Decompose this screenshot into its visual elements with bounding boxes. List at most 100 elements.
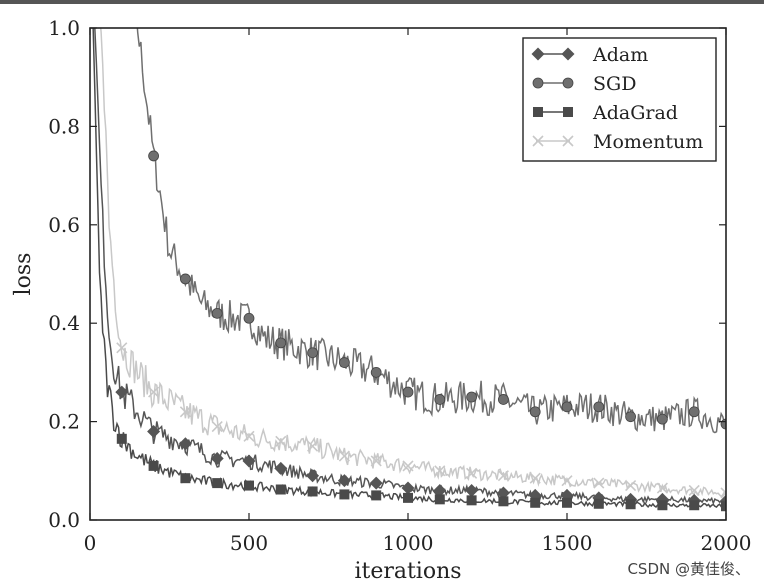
data-point-momentum bbox=[434, 465, 446, 477]
legend-marker bbox=[531, 47, 545, 61]
data-point-momentum bbox=[625, 479, 637, 492]
x-tick-label: 1000 bbox=[383, 531, 434, 555]
data-point-sgd bbox=[497, 394, 509, 405]
data-point-adagrad bbox=[498, 496, 509, 507]
data-point-adam bbox=[433, 483, 447, 497]
data-point-sgd bbox=[275, 337, 287, 349]
data-point-sgd bbox=[338, 357, 350, 368]
data-point-adagrad bbox=[625, 499, 636, 510]
data-point-momentum bbox=[370, 455, 382, 467]
y-tick-label: 0.0 bbox=[48, 508, 80, 532]
data-point-sgd bbox=[402, 386, 414, 398]
x-tick-label: 500 bbox=[230, 531, 268, 555]
data-point-adagrad bbox=[593, 498, 604, 509]
legend-entry-adagrad: AdaGrad bbox=[533, 102, 678, 124]
data-point-adam bbox=[369, 476, 383, 490]
data-point-adam bbox=[242, 454, 256, 468]
data-point-sgd bbox=[466, 391, 478, 403]
data-point-sgd bbox=[211, 307, 223, 319]
data-point-adagrad bbox=[212, 478, 223, 489]
data-point-sgd bbox=[370, 366, 382, 378]
data-point-momentum bbox=[529, 472, 541, 484]
data-point-sgd bbox=[148, 150, 160, 162]
x-tick-label: 2000 bbox=[701, 531, 752, 555]
data-point-adam bbox=[178, 437, 192, 451]
data-point-adagrad bbox=[530, 497, 541, 508]
y-tick-label: 0.8 bbox=[48, 114, 80, 138]
data-point-sgd bbox=[307, 347, 319, 359]
series-line-momentum bbox=[99, 28, 726, 498]
data-point-adagrad bbox=[180, 473, 191, 484]
data-point-sgd bbox=[593, 401, 605, 413]
x-tick-label: 1500 bbox=[542, 531, 593, 555]
data-point-sgd bbox=[434, 394, 446, 405]
data-point-adam bbox=[115, 385, 129, 399]
data-point-adagrad bbox=[307, 486, 318, 497]
top-border bbox=[0, 0, 764, 4]
data-point-sgd bbox=[529, 406, 541, 418]
legend-entry-adam: Adam bbox=[531, 44, 648, 66]
data-point-adam bbox=[401, 481, 415, 495]
data-point-momentum bbox=[402, 460, 414, 472]
data-point-adagrad bbox=[244, 480, 254, 491]
data-point-adagrad bbox=[339, 489, 350, 500]
legend-label: AdaGrad bbox=[592, 102, 678, 124]
data-point-adam bbox=[337, 474, 351, 488]
data-point-momentum bbox=[593, 477, 605, 489]
data-point-sgd bbox=[625, 411, 636, 423]
watermark-text: CSDN @黄佳俊、 bbox=[627, 560, 750, 578]
data-point-adagrad bbox=[434, 494, 445, 505]
data-point-adagrad bbox=[371, 490, 382, 501]
series-sgd bbox=[136, 28, 726, 434]
data-point-momentum bbox=[148, 386, 160, 398]
data-point-sgd bbox=[243, 312, 255, 324]
data-point-momentum bbox=[338, 450, 350, 462]
data-point-momentum bbox=[179, 406, 191, 418]
data-point-momentum bbox=[275, 435, 287, 447]
legend-marker bbox=[533, 107, 543, 117]
data-point-adam bbox=[147, 424, 161, 438]
y-tick-label: 0.4 bbox=[48, 311, 80, 335]
series-momentum bbox=[99, 28, 726, 499]
data-point-adam bbox=[465, 483, 479, 497]
data-point-sgd bbox=[179, 273, 191, 285]
x-tick-label: 0 bbox=[84, 531, 97, 555]
data-point-momentum bbox=[466, 467, 478, 479]
legend-marker bbox=[563, 107, 573, 117]
data-point-adagrad bbox=[466, 495, 477, 506]
y-axis-label: loss bbox=[11, 253, 36, 296]
data-point-momentum bbox=[720, 487, 726, 499]
legend-marker bbox=[532, 135, 544, 147]
legend-marker bbox=[562, 135, 574, 147]
legend-label: Momentum bbox=[593, 131, 703, 153]
legend-entry-momentum: Momentum bbox=[532, 131, 703, 153]
data-point-sgd bbox=[561, 401, 573, 413]
data-point-momentum bbox=[307, 440, 319, 452]
data-point-adagrad bbox=[148, 460, 159, 471]
legend-label: Adam bbox=[592, 44, 648, 66]
legend-label: SGD bbox=[593, 73, 636, 95]
series-layer bbox=[92, 28, 726, 512]
data-point-adagrad bbox=[562, 497, 572, 508]
y-tick-label: 0.6 bbox=[48, 213, 80, 237]
legend-marker bbox=[561, 47, 575, 61]
series-adagrad bbox=[92, 28, 726, 512]
legend-marker bbox=[562, 77, 574, 89]
data-point-adagrad bbox=[403, 492, 413, 503]
data-point-momentum bbox=[243, 430, 255, 442]
data-point-adagrad bbox=[275, 484, 286, 495]
data-point-momentum bbox=[688, 484, 700, 497]
data-point-sgd bbox=[657, 413, 668, 425]
ticks-layer: 0 500 1000 1500 2000 0.0 0.2 0.4 0.6 0.8 1.0 bbox=[48, 16, 751, 555]
legend-entry-sgd: SGD bbox=[532, 73, 636, 95]
data-point-momentum bbox=[561, 475, 573, 487]
data-point-adagrad bbox=[657, 500, 668, 511]
y-tick-label: 1.0 bbox=[48, 16, 80, 40]
data-point-momentum bbox=[497, 470, 509, 482]
data-point-momentum bbox=[211, 420, 223, 433]
data-point-adam bbox=[306, 469, 320, 483]
data-point-adagrad bbox=[721, 501, 726, 512]
data-point-adam bbox=[274, 461, 288, 475]
data-point-adam bbox=[210, 452, 224, 465]
